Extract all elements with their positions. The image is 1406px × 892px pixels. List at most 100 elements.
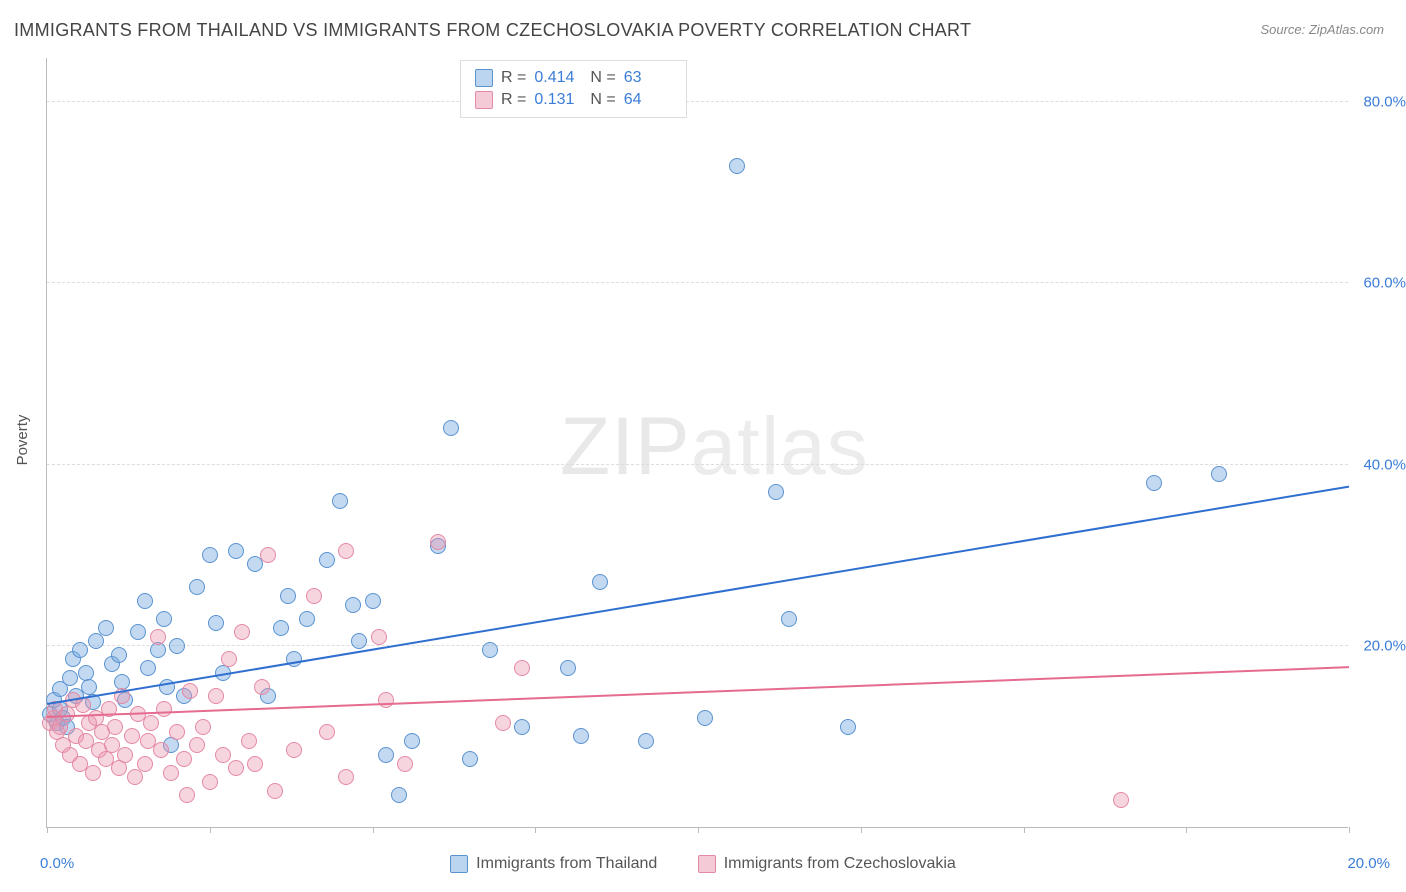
- scatter-point: [430, 534, 446, 550]
- scatter-point: [208, 688, 224, 704]
- scatter-point: [482, 642, 498, 658]
- scatter-point: [443, 420, 459, 436]
- r-label: R =: [501, 91, 526, 109]
- n-value-2: 64: [624, 91, 672, 109]
- scatter-point: [267, 783, 283, 799]
- legend-item-2: Immigrants from Czechoslovakia: [698, 855, 956, 873]
- scatter-point: [781, 611, 797, 627]
- gridline: [47, 464, 1348, 465]
- scatter-point: [124, 728, 140, 744]
- scatter-point: [560, 660, 576, 676]
- x-tick: [535, 827, 536, 833]
- chart-title: IMMIGRANTS FROM THAILAND VS IMMIGRANTS F…: [14, 20, 971, 41]
- y-tick-label: 80.0%: [1363, 94, 1406, 111]
- scatter-point: [189, 579, 205, 595]
- scatter-point: [495, 715, 511, 731]
- scatter-point: [234, 624, 250, 640]
- scatter-point: [514, 660, 530, 676]
- scatter-point: [130, 624, 146, 640]
- scatter-point: [228, 760, 244, 776]
- scatter-point: [169, 724, 185, 740]
- x-tick: [47, 827, 48, 833]
- scatter-point: [169, 638, 185, 654]
- scatter-point: [254, 679, 270, 695]
- scatter-point: [299, 611, 315, 627]
- scatter-point: [514, 719, 530, 735]
- scatter-point: [351, 633, 367, 649]
- scatter-point: [338, 769, 354, 785]
- n-label: N =: [590, 69, 615, 87]
- scatter-point: [182, 683, 198, 699]
- gridline: [47, 101, 1348, 102]
- scatter-point: [462, 751, 478, 767]
- r-label: R =: [501, 69, 526, 87]
- x-tick: [698, 827, 699, 833]
- x-tick: [1024, 827, 1025, 833]
- n-value-1: 63: [624, 69, 672, 87]
- scatter-point: [391, 787, 407, 803]
- scatter-point: [306, 588, 322, 604]
- scatter-point: [143, 715, 159, 731]
- scatter-point: [117, 747, 133, 763]
- scatter-point: [397, 756, 413, 772]
- trend-line: [47, 485, 1349, 704]
- legend-label-1: Immigrants from Thailand: [476, 855, 657, 873]
- scatter-point: [260, 547, 276, 563]
- scatter-point: [1211, 466, 1227, 482]
- scatter-point: [404, 733, 420, 749]
- source-attribution: Source: ZipAtlas.com: [1260, 22, 1384, 37]
- scatter-point: [319, 724, 335, 740]
- scatter-point: [378, 692, 394, 708]
- scatter-point: [1113, 792, 1129, 808]
- scatter-point: [156, 701, 172, 717]
- scatter-point: [208, 615, 224, 631]
- scatter-point: [156, 611, 172, 627]
- legend-item-1: Immigrants from Thailand: [450, 855, 657, 873]
- r-value-2: 0.131: [534, 91, 582, 109]
- x-tick: [210, 827, 211, 833]
- scatter-point: [85, 765, 101, 781]
- scatter-point: [378, 747, 394, 763]
- gridline: [47, 282, 1348, 283]
- scatter-point: [286, 742, 302, 758]
- scatter-point: [179, 787, 195, 803]
- scatter-point: [768, 484, 784, 500]
- y-tick-label: 60.0%: [1363, 275, 1406, 292]
- scatter-point: [202, 774, 218, 790]
- swatch-pink-icon: [698, 855, 716, 873]
- r-value-1: 0.414: [534, 69, 582, 87]
- n-label: N =: [590, 91, 615, 109]
- x-tick-label-min: 0.0%: [40, 855, 74, 872]
- y-tick-label: 20.0%: [1363, 637, 1406, 654]
- y-axis-label: Poverty: [14, 415, 31, 466]
- y-tick-label: 40.0%: [1363, 456, 1406, 473]
- scatter-point: [215, 747, 231, 763]
- scatter-point: [592, 574, 608, 590]
- scatter-point: [241, 733, 257, 749]
- scatter-point: [189, 737, 205, 753]
- scatter-point: [319, 552, 335, 568]
- x-tick: [861, 827, 862, 833]
- scatter-point: [62, 670, 78, 686]
- scatter-point: [72, 642, 88, 658]
- legend-label-2: Immigrants from Czechoslovakia: [724, 855, 956, 873]
- scatter-point: [111, 647, 127, 663]
- scatter-point: [247, 756, 263, 772]
- swatch-blue-icon: [450, 855, 468, 873]
- legend-row-series-2: R = 0.131 N = 64: [475, 89, 672, 111]
- scatter-point: [221, 651, 237, 667]
- scatter-point: [729, 158, 745, 174]
- scatter-point: [286, 651, 302, 667]
- scatter-point: [697, 710, 713, 726]
- scatter-point: [228, 543, 244, 559]
- correlation-legend: R = 0.414 N = 63 R = 0.131 N = 64: [460, 60, 687, 118]
- scatter-point: [195, 719, 211, 735]
- scatter-point: [280, 588, 296, 604]
- scatter-point: [345, 597, 361, 613]
- scatter-point: [338, 543, 354, 559]
- scatter-point: [88, 633, 104, 649]
- swatch-blue-icon: [475, 69, 493, 87]
- scatter-point: [176, 751, 192, 767]
- scatter-point: [202, 547, 218, 563]
- x-tick-label-max: 20.0%: [1347, 855, 1390, 872]
